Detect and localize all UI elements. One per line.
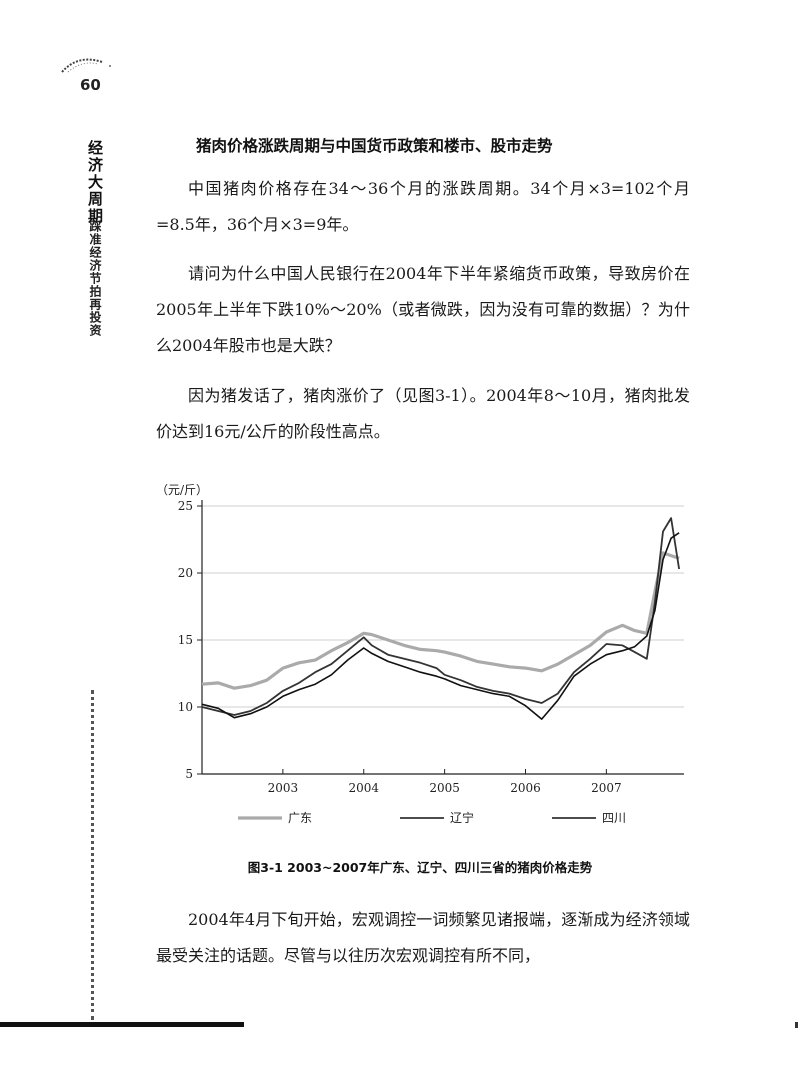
series-line-2 <box>201 532 680 720</box>
y-tick-label: 5 <box>185 767 193 781</box>
legend-label-1: 辽宁 <box>450 810 474 825</box>
legend-label-0: 广东 <box>288 811 312 825</box>
corner-ornament <box>58 52 118 80</box>
legend-label-2: 四川 <box>602 811 626 825</box>
x-tick-label: 2005 <box>429 781 460 795</box>
paragraph-4: 2004年4月下旬开始，宏观调控一词频繁见诸报端，逐渐成为经济领域最受关注的话题… <box>156 910 690 965</box>
book-subtitle: 踩准经济节拍再投资 <box>88 220 102 337</box>
x-tick-label: 2004 <box>348 781 379 795</box>
series-line-0 <box>201 551 680 690</box>
x-tick-label: 2003 <box>268 781 299 795</box>
page-edge-mark <box>795 1022 798 1028</box>
y-tick-label: 15 <box>178 633 193 647</box>
x-tick-label: 2007 <box>591 781 622 795</box>
series-line-1 <box>201 517 680 716</box>
y-tick-label: 25 <box>178 499 193 513</box>
paragraph-1: 中国猪肉价格存在34～36个月的涨跌周期。34个月×3=102个月=8.5年，3… <box>156 179 690 234</box>
page-number: 60 <box>80 76 101 94</box>
book-title: 经济大周期 <box>86 140 104 225</box>
y-axis-unit-label: （元/斤） <box>156 483 208 497</box>
y-tick-label: 20 <box>178 566 193 580</box>
paragraph-2: 请问为什么中国人民银行在2004年下半年紧缩货币政策，导致房价在2005年上半年… <box>156 264 690 355</box>
section-heading: 猪肉价格涨跌周期与中国货币政策和楼市、股市走势 <box>196 137 553 155</box>
dotted-margin-rule <box>91 690 94 1020</box>
paragraph-3: 因为猪发话了，猪肉涨价了（见图3-1）。2004年8～10月，猪肉批发价达到16… <box>156 386 690 441</box>
pork-price-chart: 5 10 15 20 25 （元/斤） 2003 2004 2005 2006 2007 广东 辽宁 四… <box>148 476 708 836</box>
figure-caption: 图3-1 2003~2007年广东、辽宁、四川三省的猪肉价格走势 <box>247 860 593 875</box>
y-tick-label: 10 <box>178 700 193 714</box>
bottom-rule <box>0 1022 244 1027</box>
x-tick-label: 2006 <box>510 781 541 795</box>
